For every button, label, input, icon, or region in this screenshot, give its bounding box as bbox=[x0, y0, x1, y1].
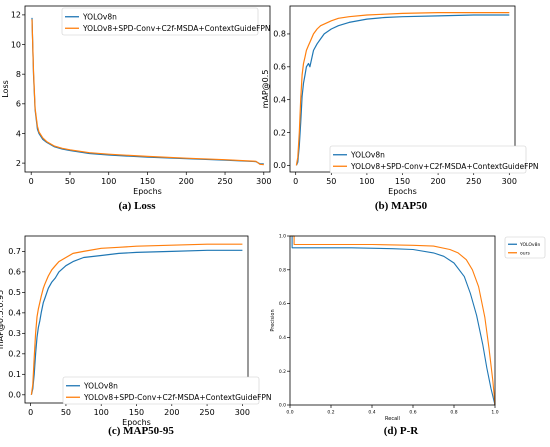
y-tick-label: 0.8 bbox=[273, 30, 286, 39]
series-line-baseline bbox=[30, 249, 243, 395]
y-tick-label: 0.2 bbox=[279, 369, 286, 375]
x-tick-label: 0 bbox=[29, 177, 34, 186]
y-tick-label: 0.5 bbox=[8, 288, 21, 297]
x-tick-label: 0.6 bbox=[409, 410, 416, 416]
legend-label: YOLOv8n bbox=[350, 150, 385, 159]
legend-box bbox=[61, 7, 259, 36]
x-tick-label: 0.0 bbox=[286, 410, 293, 416]
y-axis-label: mAP@0.5 bbox=[261, 70, 270, 109]
y-tick-label: 0.6 bbox=[8, 268, 21, 277]
y-tick-label: 8 bbox=[16, 70, 21, 79]
x-axis-label: Epochs bbox=[133, 187, 162, 196]
x-tick-label: 250 bbox=[466, 177, 481, 186]
legend: YOLOv8n YOLOv8+SPD-Conv+C2f-MSDA+ContextG… bbox=[62, 376, 272, 405]
x-tick-label: 0 bbox=[28, 408, 33, 417]
y-tick-label: 12 bbox=[11, 11, 21, 20]
y-tick-label: 0.0 bbox=[8, 391, 21, 400]
plot-frame bbox=[289, 235, 496, 406]
x-tick-label: 200 bbox=[164, 408, 179, 417]
legend-label: YOLOv8n bbox=[83, 381, 118, 390]
legend: YOLOv8n YOLOv8+SPD-Conv+C2f-MSDA+ContextG… bbox=[329, 145, 539, 174]
y-tick-label: 0.2 bbox=[8, 350, 21, 359]
x-tick-label: 50 bbox=[65, 177, 75, 186]
legend-label: YOLOv8+SPD-Conv+C2f-MSDA+ContextGuideFPN bbox=[82, 24, 271, 33]
series-line-proposed bbox=[290, 235, 496, 406]
series-line-proposed bbox=[31, 19, 264, 166]
y-axis-label: mAP@0.5:0.95 bbox=[0, 290, 5, 349]
x-tick-label: 0.4 bbox=[368, 410, 375, 416]
legend-label: YOLOv8n bbox=[519, 242, 540, 248]
x-tick-label: 0 bbox=[293, 177, 298, 186]
x-tick-label: 300 bbox=[235, 408, 250, 417]
x-axis-label: Recall bbox=[385, 416, 400, 422]
y-tick-label: 0.0 bbox=[273, 161, 286, 170]
y-tick-label: 2 bbox=[16, 159, 21, 168]
caption-map50-95: (c) MAP50-95 bbox=[108, 425, 174, 437]
chart-2: 0 50 100 150 200 250 300 0.0 0.2 0.4 0.6 0.8 Epochs m… bbox=[261, 5, 539, 196]
legend-label: YOLOv8+SPD-Conv+C2f-MSDA+ContextGuideFPN bbox=[350, 162, 539, 171]
x-tick-label: 150 bbox=[129, 408, 144, 417]
x-tick-label: 150 bbox=[395, 177, 410, 186]
x-tick-label: 200 bbox=[430, 177, 445, 186]
y-tick-label: 0.2 bbox=[273, 128, 286, 137]
legend-label: ours bbox=[520, 250, 530, 256]
y-tick-label: 6 bbox=[16, 100, 21, 109]
legend-box bbox=[329, 145, 527, 174]
y-axis-label: Precision bbox=[270, 309, 276, 331]
x-tick-label: 200 bbox=[179, 177, 194, 186]
series-line-proposed bbox=[295, 12, 510, 166]
x-tick-label: 0.8 bbox=[450, 410, 457, 416]
x-tick-label: 150 bbox=[140, 177, 155, 186]
legend-box bbox=[62, 376, 260, 405]
y-tick-label: 0.7 bbox=[8, 247, 21, 256]
series-line-baseline bbox=[295, 14, 510, 166]
x-tick-label: 250 bbox=[217, 177, 232, 186]
y-tick-label: 0.3 bbox=[8, 329, 21, 338]
x-tick-label: 100 bbox=[101, 177, 116, 186]
y-axis-label: Loss bbox=[1, 80, 10, 98]
series-line-proposed bbox=[30, 243, 243, 395]
chart-3: 0 50 100 150 200 250 300 0.0 0.1 0.2 0.3 0.4 0.5 0.6 0… bbox=[0, 235, 272, 427]
chart-1: 0 50 100 150 200 250 300 2 4 6 8 10 12 Epochs Loss YOLO… bbox=[1, 5, 271, 196]
x-tick-label: 100 bbox=[359, 177, 374, 186]
caption-loss: (a) Loss bbox=[118, 200, 156, 212]
y-tick-label: 1.0 bbox=[279, 234, 286, 240]
caption-map50: (b) MAP50 bbox=[374, 200, 428, 212]
x-tick-label: 50 bbox=[326, 177, 336, 186]
x-tick-label: 1.0 bbox=[491, 410, 498, 416]
chart-4: 0.0 0.2 0.4 0.6 0.8 1.0 0.0 0.2 0.4 0.6 0.8 1.0 Reca… bbox=[270, 234, 546, 422]
series-line-baseline bbox=[290, 235, 496, 406]
x-tick-label: 50 bbox=[61, 408, 71, 417]
y-tick-label: 0.4 bbox=[279, 335, 286, 341]
series-line-baseline bbox=[31, 17, 264, 165]
legend-label: YOLOv8n bbox=[82, 12, 117, 21]
legend: YOLOv8n ours bbox=[504, 236, 546, 259]
x-axis-label: Epochs bbox=[122, 418, 151, 427]
x-tick-label: 100 bbox=[94, 408, 109, 417]
y-tick-label: 0.1 bbox=[8, 370, 21, 379]
x-tick-label: 300 bbox=[502, 177, 517, 186]
legend: YOLOv8n YOLOv8+SPD-Conv+C2f-MSDA+ContextG… bbox=[61, 7, 271, 36]
caption-pr: (d) P-R bbox=[383, 425, 419, 437]
y-tick-label: 0.6 bbox=[273, 63, 286, 72]
y-tick-label: 4 bbox=[16, 129, 21, 138]
y-tick-label: 0.4 bbox=[273, 95, 286, 104]
y-tick-label: 0.6 bbox=[279, 301, 286, 307]
y-tick-label: 10 bbox=[11, 40, 21, 49]
y-tick-label: 0.0 bbox=[279, 403, 286, 409]
legend-label: YOLOv8+SPD-Conv+C2f-MSDA+ContextGuideFPN bbox=[83, 393, 272, 402]
y-tick-label: 0.8 bbox=[279, 267, 286, 273]
x-axis-label: Epochs bbox=[388, 187, 417, 196]
x-tick-label: 300 bbox=[256, 177, 271, 186]
x-tick-label: 0.2 bbox=[327, 410, 334, 416]
y-tick-label: 0.4 bbox=[8, 309, 21, 318]
x-tick-label: 250 bbox=[199, 408, 214, 417]
